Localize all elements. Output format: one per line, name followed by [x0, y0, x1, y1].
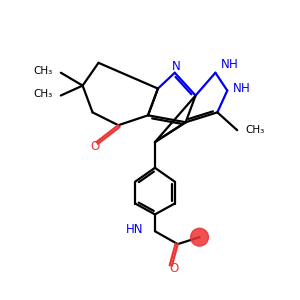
Text: CH₃: CH₃	[245, 125, 264, 135]
Text: H: H	[241, 82, 250, 95]
Text: H: H	[229, 58, 238, 71]
Text: HN: HN	[126, 223, 143, 236]
Text: O: O	[90, 140, 99, 152]
Text: N: N	[221, 58, 230, 71]
Circle shape	[190, 228, 208, 246]
Text: O: O	[169, 262, 178, 275]
Text: N: N	[171, 60, 180, 73]
Text: CH₃: CH₃	[34, 66, 53, 76]
Text: N: N	[233, 82, 242, 95]
Text: CH₃: CH₃	[34, 88, 53, 98]
